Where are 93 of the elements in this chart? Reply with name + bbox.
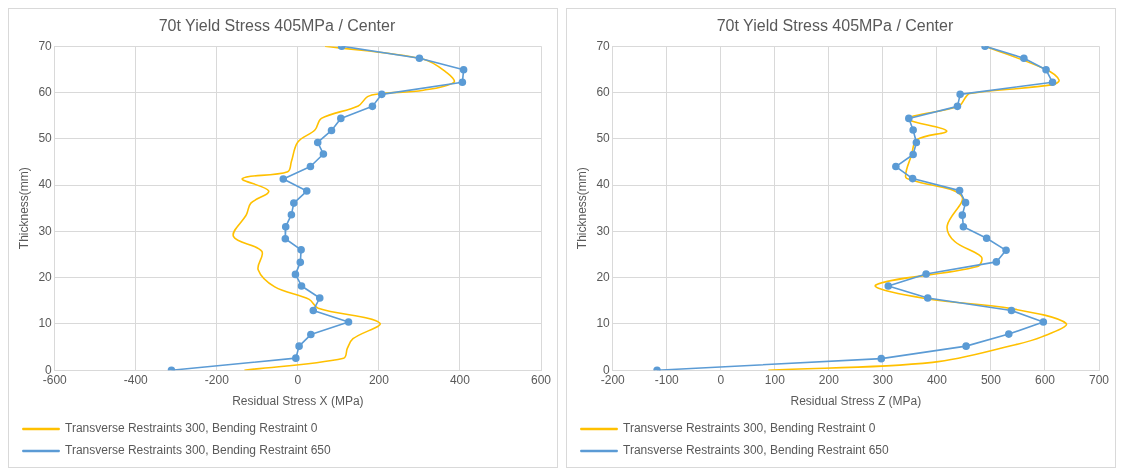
point: [291, 270, 300, 279]
point: [319, 150, 328, 158]
y-tick-label: 60: [38, 84, 53, 99]
x-tick-label: 0: [717, 372, 725, 387]
point: [296, 258, 305, 267]
point: [368, 102, 377, 111]
point: [912, 138, 921, 147]
y-tick-label: 50: [38, 131, 53, 146]
x-tick-label: 300: [872, 372, 894, 387]
x-tick-label: 0: [294, 372, 302, 387]
x-tick-label: -400: [123, 372, 149, 387]
point: [307, 330, 315, 339]
point: [884, 282, 893, 290]
chart-title: 70t Yield Stress 405MPa / Center: [716, 17, 954, 35]
line-series: [232, 46, 455, 371]
point: [909, 126, 917, 134]
x-tick-label: 700: [1088, 372, 1110, 387]
point: [992, 258, 1001, 266]
point: [1007, 306, 1016, 315]
y-tick-label: 10: [38, 316, 53, 331]
x-tick-label: 100: [764, 372, 786, 387]
x-axis-title: Residual Stress Z (MPa): [790, 394, 922, 409]
x-tick-label: 400: [926, 372, 948, 387]
y-tick-label: 50: [596, 131, 611, 146]
legend-label: Transverse Restraints 300, Bending Restraint 650: [65, 443, 332, 458]
y-tick-label: 20: [38, 269, 53, 284]
point: [953, 102, 962, 111]
point: [1039, 318, 1048, 326]
point: [962, 342, 970, 350]
point: [958, 211, 967, 219]
point: [961, 198, 970, 207]
point: [297, 282, 306, 290]
y-tick-label: 70: [38, 38, 53, 53]
y-tick-label: 70: [596, 38, 611, 53]
x-tick-label: -200: [204, 372, 230, 387]
point: [327, 126, 336, 135]
point: [281, 234, 290, 243]
point: [344, 318, 353, 326]
point: [905, 114, 913, 123]
point: [458, 78, 467, 87]
x-tick-label: 600: [530, 372, 552, 387]
x-tick-label: 500: [980, 372, 1002, 387]
point: [459, 66, 468, 74]
x-tick-label: 600: [1034, 372, 1056, 387]
y-tick-label: 60: [596, 84, 611, 99]
point: [309, 306, 318, 315]
point: [287, 210, 296, 219]
point: [908, 174, 917, 183]
legend-label: Transverse Restraints 300, Bending Restraint 0: [623, 421, 876, 436]
point: [415, 54, 424, 63]
x-tick-label: -100: [654, 372, 680, 387]
point: [956, 90, 964, 99]
point: [302, 187, 311, 195]
point: [1004, 330, 1013, 338]
point: [1042, 66, 1050, 74]
y-axis-title: Thickness(mm): [574, 167, 589, 250]
point: [877, 354, 886, 363]
point: [923, 294, 932, 302]
point: [295, 342, 303, 350]
legend-label: Transverse Restraints 300, Bending Restraint 650: [623, 443, 890, 458]
point: [297, 246, 305, 254]
y-tick-label: 30: [596, 223, 611, 238]
point: [982, 234, 991, 243]
point: [377, 90, 386, 99]
point: [306, 162, 315, 171]
x-tick-label: 200: [368, 372, 390, 387]
point: [313, 138, 322, 147]
line-series: [767, 46, 1067, 371]
point: [290, 199, 298, 207]
y-tick-label: 40: [596, 177, 611, 192]
x-tick-label: 200: [818, 372, 840, 387]
y-tick-label: 10: [596, 316, 611, 331]
y-tick-label: 40: [38, 177, 53, 192]
point: [315, 294, 324, 302]
y-tick-label: 20: [596, 269, 611, 284]
point: [955, 186, 964, 195]
point: [892, 162, 900, 171]
point: [959, 222, 968, 231]
point: [1020, 54, 1028, 63]
point: [922, 270, 930, 278]
legend-label: Transverse Restraints 300, Bending Restraint 0: [65, 421, 318, 436]
x-axis-title: Residual Stress X (MPa): [232, 394, 364, 409]
point: [337, 114, 345, 123]
point: [279, 175, 288, 183]
point: [909, 150, 917, 159]
point: [281, 222, 290, 231]
y-axis-title: Thickness(mm): [16, 167, 31, 250]
y-tick-label: 30: [38, 223, 53, 238]
point: [1002, 246, 1010, 255]
x-tick-label: 400: [449, 372, 471, 387]
chart-title: 70t Yield Stress 405MPa / Center: [158, 17, 396, 35]
point: [292, 354, 300, 362]
point: [1048, 78, 1057, 87]
